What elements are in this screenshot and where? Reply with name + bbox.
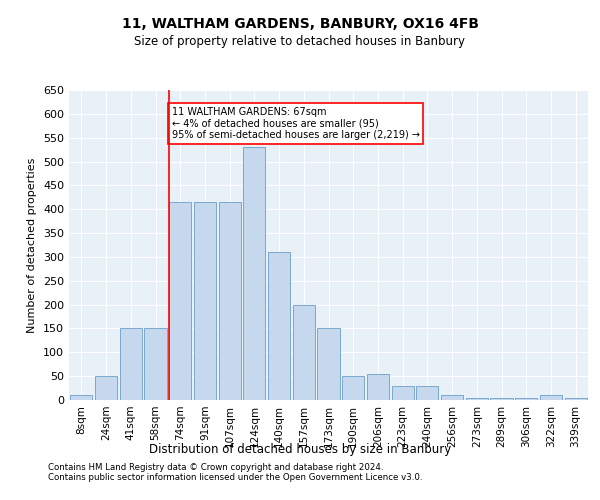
Bar (169, 202, 191, 400)
Text: Distribution of detached houses by size in Banbury: Distribution of detached houses by size … (149, 442, 451, 456)
Bar (218, 202, 241, 400)
Bar (565, 398, 587, 400)
Y-axis label: Number of detached properties: Number of detached properties (28, 158, 37, 332)
Bar (119, 328, 142, 400)
Bar (416, 386, 439, 400)
Bar (95, 376, 117, 400)
Bar (515, 398, 538, 400)
Bar (367, 374, 389, 400)
Bar (194, 202, 216, 400)
Bar (293, 304, 315, 400)
Bar (145, 328, 167, 400)
Text: Size of property relative to detached houses in Banbury: Size of property relative to detached ho… (134, 35, 466, 48)
Bar (540, 395, 562, 400)
Bar (490, 398, 512, 400)
Text: Contains HM Land Registry data © Crown copyright and database right 2024.: Contains HM Land Registry data © Crown c… (48, 464, 383, 472)
Bar (441, 395, 463, 400)
Text: 11 WALTHAM GARDENS: 67sqm
← 4% of detached houses are smaller (95)
95% of semi-d: 11 WALTHAM GARDENS: 67sqm ← 4% of detach… (172, 106, 419, 140)
Bar (70, 395, 92, 400)
Text: 11, WALTHAM GARDENS, BANBURY, OX16 4FB: 11, WALTHAM GARDENS, BANBURY, OX16 4FB (121, 18, 479, 32)
Bar (392, 386, 414, 400)
Bar (268, 252, 290, 400)
Bar (243, 147, 265, 400)
Bar (342, 376, 364, 400)
Bar (317, 328, 340, 400)
Bar (466, 398, 488, 400)
Text: Contains public sector information licensed under the Open Government Licence v3: Contains public sector information licen… (48, 474, 422, 482)
